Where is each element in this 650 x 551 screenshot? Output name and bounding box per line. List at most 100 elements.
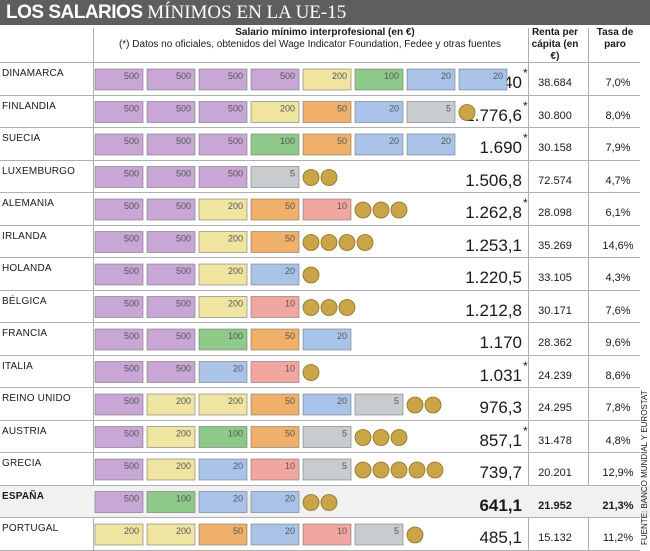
- euro-coin: [302, 494, 320, 511]
- unofficial-asterisk: *: [523, 98, 528, 113]
- renta-value: 31.478: [538, 434, 572, 447]
- column-divider: [528, 28, 529, 550]
- renta-value: 35.269: [538, 239, 572, 252]
- banknote-denomination: 5: [446, 104, 451, 114]
- banknote-denomination: 200: [176, 429, 191, 439]
- euro-coin: [302, 266, 320, 284]
- banknote-20: 20: [302, 393, 352, 416]
- banknote-10: 10: [302, 523, 352, 546]
- banknote-200: 200: [146, 426, 196, 448]
- banknote-500: 500: [198, 68, 248, 91]
- renta-value: 28.362: [538, 337, 572, 349]
- tasa-value: 9,6%: [605, 337, 631, 349]
- banknote-200: 200: [198, 198, 248, 221]
- euro-coin: [390, 461, 408, 479]
- banknote-denomination: 10: [337, 201, 347, 211]
- banknote-denomination: 500: [124, 201, 139, 211]
- banknote-10: 10: [250, 361, 300, 383]
- banknote-200: 200: [198, 296, 248, 318]
- banknote-denomination: 20: [337, 396, 347, 406]
- banknote-500: 500: [94, 133, 144, 156]
- banknote-denomination: 50: [285, 396, 295, 406]
- salary-value: 1.212,8: [465, 300, 522, 320]
- source-note: FUENTE: BANCO MUNDIAL Y EUROSTAT: [640, 390, 649, 545]
- tasa-value: 4,7%: [605, 174, 631, 187]
- banknote-denomination: 500: [124, 461, 139, 471]
- banknote-denomination: 5: [342, 429, 347, 439]
- euro-coin: [372, 201, 390, 219]
- tasa-value: 7,8%: [605, 402, 631, 414]
- euro-coin: [302, 364, 320, 381]
- euro-coin: [320, 494, 338, 511]
- banknote-5: 5: [302, 458, 352, 481]
- banknote-500: 500: [94, 166, 144, 188]
- banknote-500: 500: [94, 328, 144, 351]
- banknote-500: 500: [94, 101, 144, 123]
- banknote-20: 20: [354, 101, 404, 123]
- banknote-denomination: 50: [285, 429, 295, 439]
- banknote-500: 500: [146, 133, 196, 156]
- banknote-100: 100: [250, 133, 300, 156]
- renta-value: 30.171: [538, 304, 572, 317]
- renta-value: 33.105: [538, 272, 572, 284]
- banknote-denomination: 20: [285, 266, 295, 276]
- banknote-10: 10: [250, 296, 300, 318]
- banknote-500: 500: [146, 361, 196, 383]
- banknote-20: 20: [302, 328, 352, 351]
- row-divider: [0, 289, 640, 291]
- salary-column-note: (*) Datos no oficiales, obtenidos del Wa…: [118, 39, 502, 50]
- euro-coin: [302, 234, 320, 251]
- renta-column-header: Renta per cápita (en €): [531, 27, 579, 62]
- banknote-500: 500: [94, 68, 144, 91]
- banknote-200: 200: [94, 523, 144, 546]
- renta-value: 24.239: [538, 369, 572, 382]
- banknote-20: 20: [250, 491, 300, 513]
- banknote-denomination: 200: [228, 234, 243, 244]
- renta-value: 30.158: [538, 142, 572, 154]
- banknote-denomination: 100: [228, 429, 243, 439]
- row-divider: [0, 354, 640, 356]
- banknote-100: 100: [198, 328, 248, 351]
- country-label: ESPAÑA: [2, 490, 45, 502]
- row-divider: [0, 94, 640, 96]
- title-bar: LOS SALARIOS MÍNIMOS EN LA UE-15: [0, 0, 650, 25]
- banknote-20: 20: [250, 263, 300, 286]
- banknote-5: 5: [354, 393, 404, 416]
- banknote-denomination: 5: [290, 169, 295, 179]
- tasa-column-header: Tasa de paro: [596, 27, 634, 50]
- banknote-20: 20: [198, 491, 248, 513]
- tasa-value: 4,3%: [605, 272, 631, 284]
- row-divider: [0, 419, 640, 421]
- renta-value: 15.132: [538, 532, 572, 544]
- banknote-500: 500: [198, 166, 248, 188]
- euro-coin: [338, 234, 356, 251]
- banknote-200: 200: [198, 263, 248, 286]
- euro-coin: [372, 429, 390, 446]
- euro-coin: [356, 234, 374, 251]
- banknote-denomination: 500: [124, 494, 139, 504]
- banknote-500: 500: [94, 491, 144, 513]
- banknote-5: 5: [302, 426, 352, 448]
- banknote-denomination: 500: [176, 169, 191, 179]
- salary-value: 485,1: [479, 528, 522, 547]
- country-label: GRECIA: [2, 458, 42, 469]
- salary-value: 1.262,8: [465, 203, 522, 222]
- banknote-denomination: 500: [176, 201, 191, 211]
- banknote-denomination: 500: [124, 234, 139, 244]
- tasa-value: 7,0%: [605, 77, 631, 89]
- banknote-denomination: 200: [176, 461, 191, 471]
- euro-coin: [426, 461, 444, 479]
- tasa-value: 12,9%: [602, 467, 634, 479]
- euro-coin: [424, 396, 442, 414]
- banknote-denomination: 200: [228, 201, 243, 211]
- banknote-100: 100: [146, 491, 196, 513]
- salary-value: 857,1: [479, 430, 522, 450]
- row-divider: [0, 484, 640, 486]
- banknote-denomination: 500: [228, 136, 243, 146]
- salary-value: 1.776,6: [465, 105, 522, 125]
- banknote-denomination: 50: [285, 201, 295, 211]
- title-bold: LOS SALARIOS: [6, 2, 143, 23]
- banknote-500: 500: [198, 133, 248, 156]
- tasa-value: 6,1%: [605, 207, 631, 219]
- row-divider: [0, 159, 640, 161]
